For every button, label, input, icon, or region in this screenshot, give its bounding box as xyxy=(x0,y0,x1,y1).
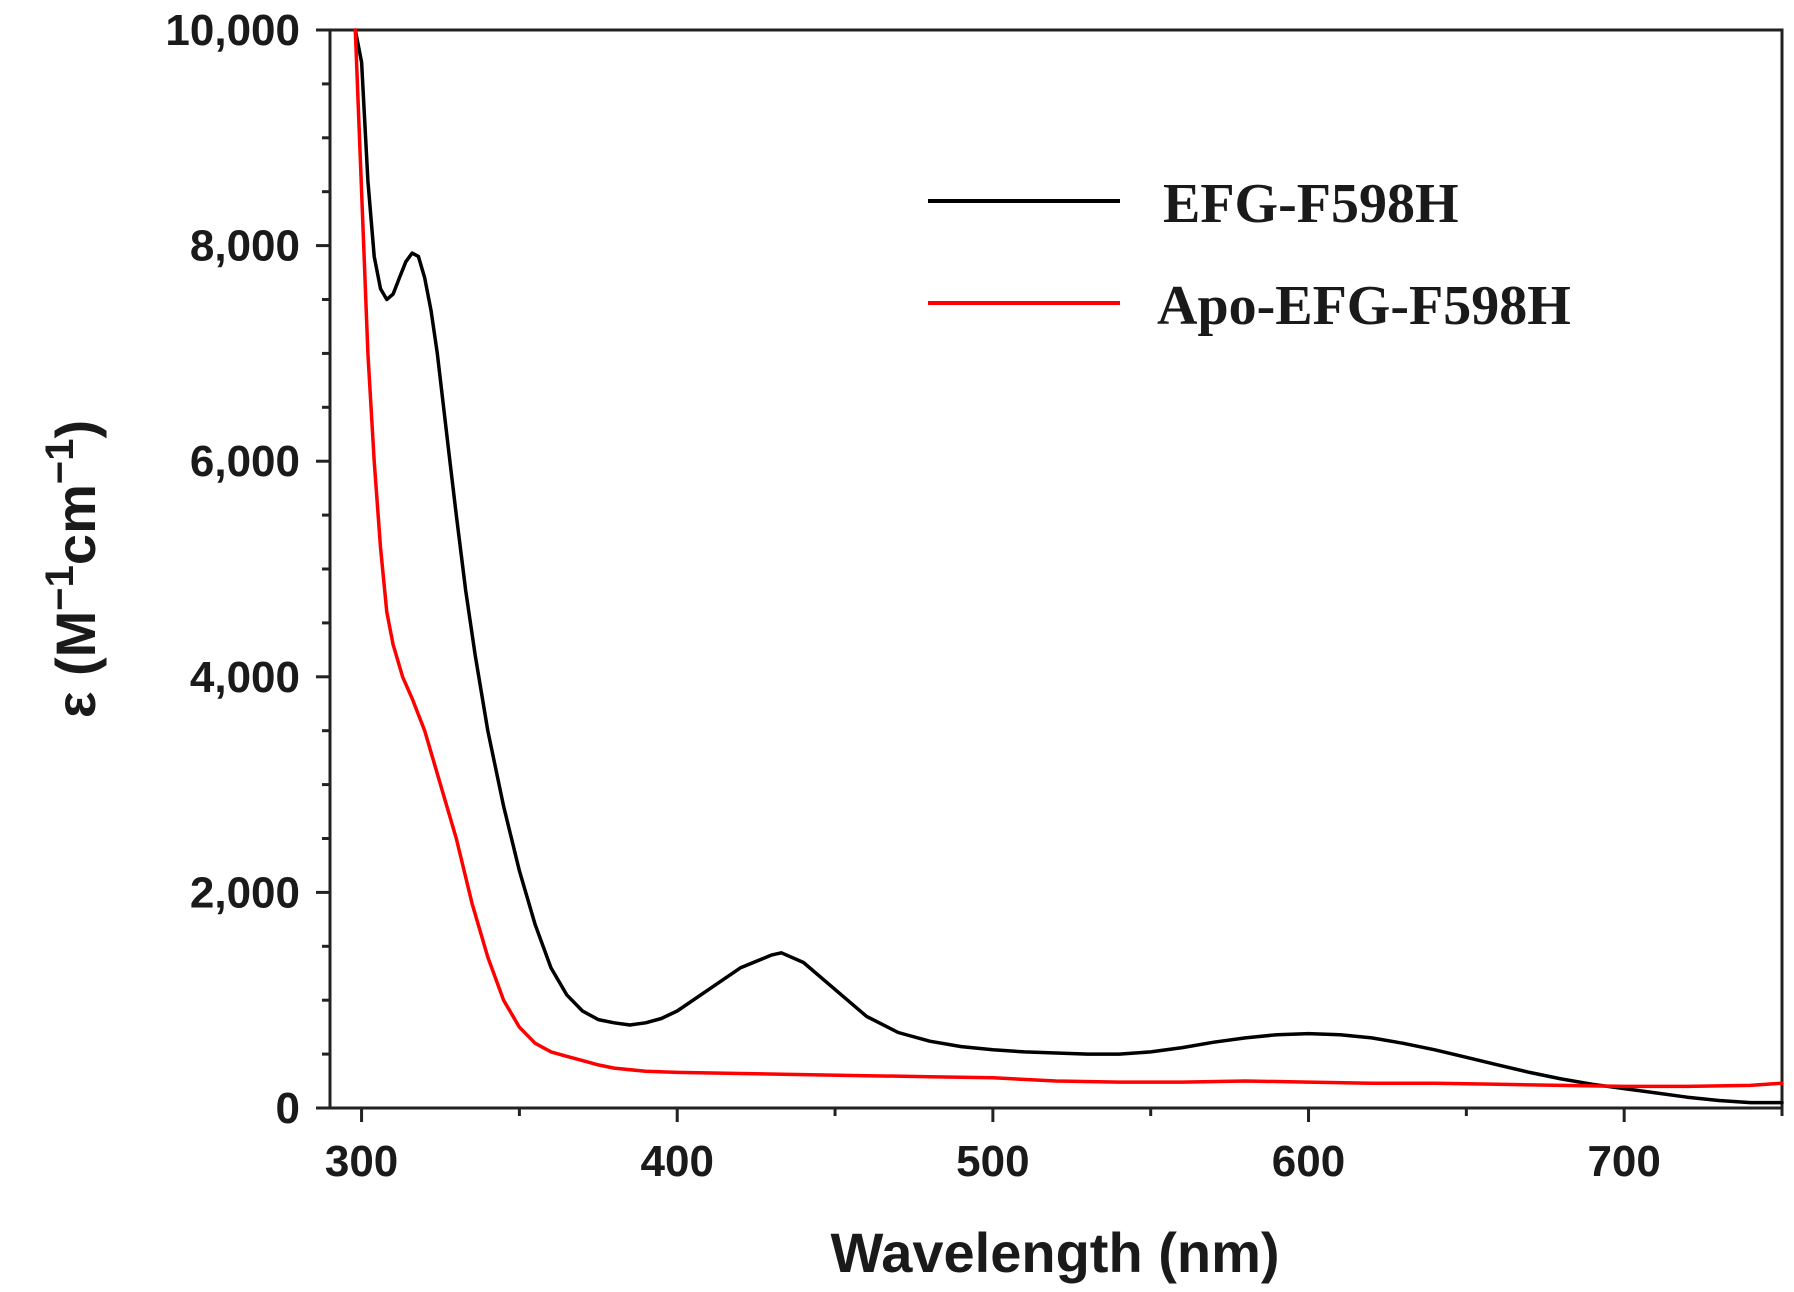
legend: EFG-F598H Apo-EFG-F598H xyxy=(928,173,1571,337)
legend-label-efg-f598h: EFG-F598H xyxy=(1163,173,1459,235)
series-line-efg-f598h xyxy=(353,28,1784,1105)
y-axis-title-sup1: −1 xyxy=(38,565,82,611)
y-axis-title-prefix: ε (M xyxy=(44,611,107,718)
y-axis-title-suffix: ) xyxy=(44,420,107,439)
y-tick-label: 2,000 xyxy=(190,868,300,917)
plot-frame xyxy=(328,28,1784,1110)
series-lines xyxy=(353,28,1784,1105)
y-tick-label: 10,000 xyxy=(165,6,300,55)
y-tick-label: 4,000 xyxy=(190,653,300,702)
x-tick-label: 300 xyxy=(325,1137,398,1186)
y-tick-label: 8,000 xyxy=(190,222,300,271)
x-axis-title: Wavelength (nm) xyxy=(830,1221,1279,1284)
x-tick-label: 600 xyxy=(1272,1137,1345,1186)
series-line-apo-efg-f598h xyxy=(353,28,1784,1089)
y-axis: 0 2,000 4,000 6,000 8,000 10,000 xyxy=(165,6,330,1133)
legend-label-apo-efg-f598h: Apo-EFG-F598H xyxy=(1157,275,1571,337)
y-axis-title-mid: cm xyxy=(44,484,107,565)
y-tick-label: 6,000 xyxy=(190,437,300,486)
y-axis-title-sup2: −1 xyxy=(38,439,82,485)
x-tick-label: 500 xyxy=(956,1137,1029,1186)
y-axis-title: ε (M−1cm−1) xyxy=(38,420,107,718)
x-tick-label: 400 xyxy=(641,1137,714,1186)
x-axis: 300 400 500 600 700 xyxy=(325,1108,1784,1186)
x-tick-label: 700 xyxy=(1587,1137,1660,1186)
y-tick-label: 0 xyxy=(276,1084,300,1133)
